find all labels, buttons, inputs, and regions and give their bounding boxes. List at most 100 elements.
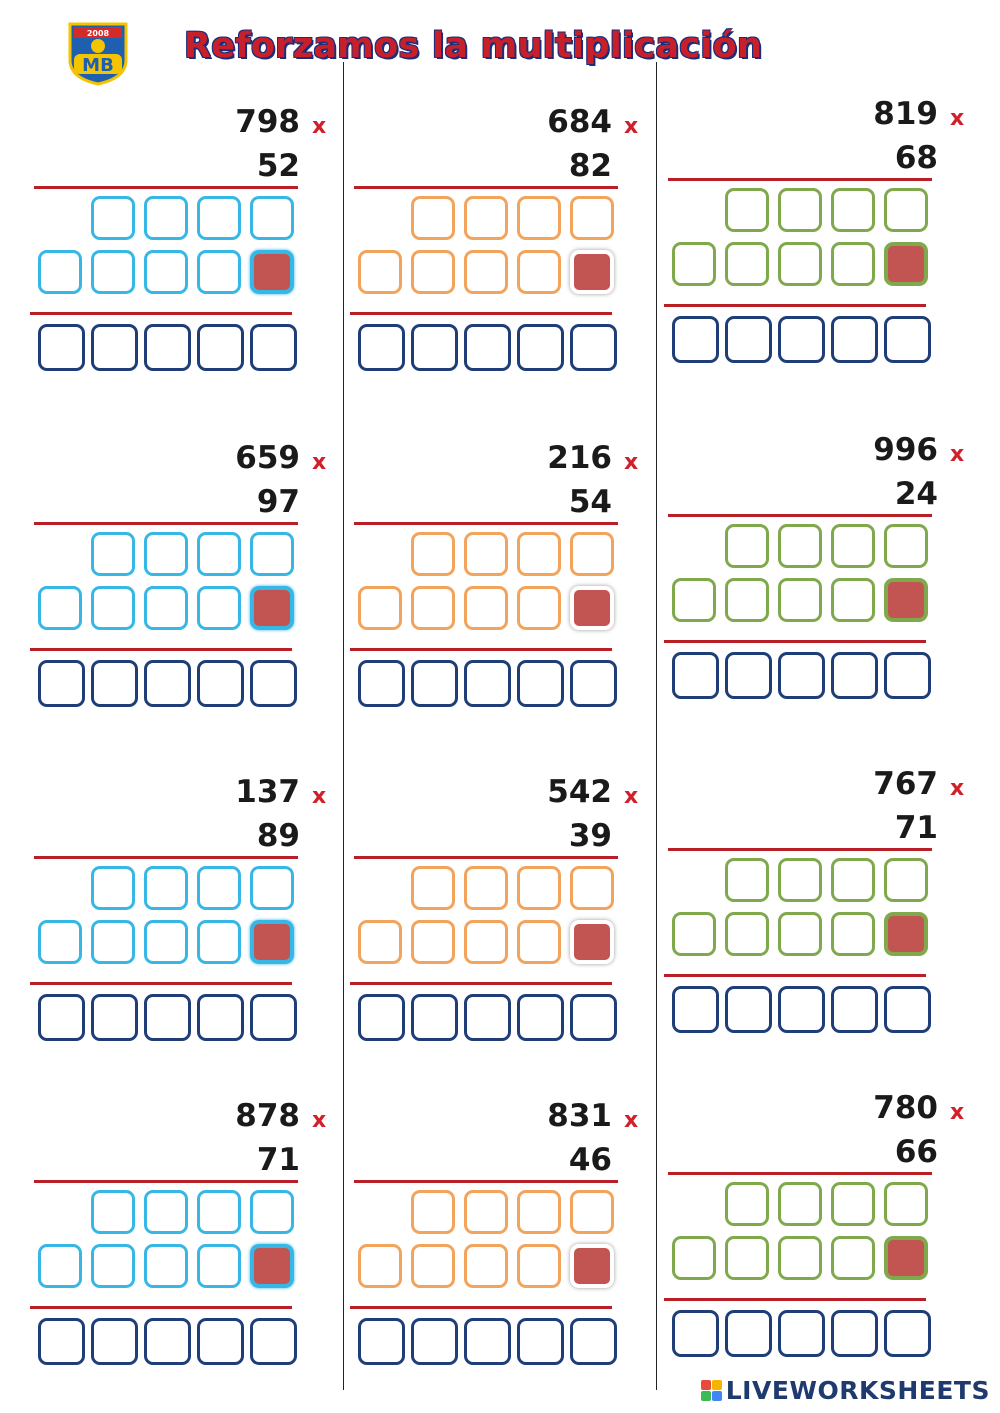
answer-cell[interactable] xyxy=(91,660,138,707)
partial-product-2-cell[interactable] xyxy=(358,250,402,294)
answer-cell[interactable] xyxy=(91,1318,138,1365)
partial-product-1-cell[interactable] xyxy=(831,524,875,568)
partial-product-1-cell[interactable] xyxy=(250,196,294,240)
partial-product-2-cell[interactable] xyxy=(725,912,769,956)
partial-product-2-cell[interactable] xyxy=(411,1244,455,1288)
answer-cell[interactable] xyxy=(144,660,191,707)
partial-product-1-cell[interactable] xyxy=(725,524,769,568)
answer-cell[interactable] xyxy=(38,994,85,1041)
partial-product-1-cell[interactable] xyxy=(197,532,241,576)
answer-cell[interactable] xyxy=(517,1318,564,1365)
partial-product-1-cell[interactable] xyxy=(884,524,928,568)
answer-cell[interactable] xyxy=(884,652,931,699)
partial-product-2-cell[interactable] xyxy=(91,920,135,964)
answer-cell[interactable] xyxy=(570,660,617,707)
partial-product-2-cell[interactable] xyxy=(672,1236,716,1280)
answer-cell[interactable] xyxy=(464,994,511,1041)
partial-product-1-cell[interactable] xyxy=(91,196,135,240)
partial-product-2-cell[interactable] xyxy=(38,1244,82,1288)
answer-cell[interactable] xyxy=(831,652,878,699)
partial-product-2-cell[interactable] xyxy=(464,250,508,294)
partial-product-2-cell[interactable] xyxy=(464,920,508,964)
partial-product-1-cell[interactable] xyxy=(778,188,822,232)
answer-cell[interactable] xyxy=(358,324,405,371)
partial-product-2-cell[interactable] xyxy=(144,586,188,630)
answer-cell[interactable] xyxy=(778,1310,825,1357)
answer-cell[interactable] xyxy=(570,1318,617,1365)
answer-cell[interactable] xyxy=(197,660,244,707)
partial-product-1-cell[interactable] xyxy=(411,1190,455,1234)
partial-product-2-cell[interactable] xyxy=(38,250,82,294)
partial-product-1-cell[interactable] xyxy=(250,532,294,576)
answer-cell[interactable] xyxy=(197,1318,244,1365)
partial-product-1-cell[interactable] xyxy=(464,1190,508,1234)
answer-cell[interactable] xyxy=(358,660,405,707)
answer-cell[interactable] xyxy=(411,660,458,707)
partial-product-2-cell[interactable] xyxy=(358,1244,402,1288)
partial-product-1-cell[interactable] xyxy=(144,1190,188,1234)
partial-product-1-cell[interactable] xyxy=(464,196,508,240)
partial-product-1-cell[interactable] xyxy=(725,1182,769,1226)
partial-product-2-cell[interactable] xyxy=(517,250,561,294)
answer-cell[interactable] xyxy=(884,1310,931,1357)
partial-product-2-cell[interactable] xyxy=(831,1236,875,1280)
answer-cell[interactable] xyxy=(464,324,511,371)
partial-product-2-cell[interactable] xyxy=(197,1244,241,1288)
partial-product-1-cell[interactable] xyxy=(778,1182,822,1226)
partial-product-1-cell[interactable] xyxy=(831,858,875,902)
answer-cell[interactable] xyxy=(778,316,825,363)
answer-cell[interactable] xyxy=(672,986,719,1033)
partial-product-1-cell[interactable] xyxy=(517,1190,561,1234)
partial-product-2-cell[interactable] xyxy=(411,250,455,294)
answer-cell[interactable] xyxy=(672,652,719,699)
answer-cell[interactable] xyxy=(831,1310,878,1357)
answer-cell[interactable] xyxy=(672,1310,719,1357)
partial-product-2-cell[interactable] xyxy=(197,920,241,964)
partial-product-1-cell[interactable] xyxy=(831,188,875,232)
answer-cell[interactable] xyxy=(464,660,511,707)
partial-product-2-cell[interactable] xyxy=(464,1244,508,1288)
partial-product-2-cell[interactable] xyxy=(778,242,822,286)
partial-product-1-cell[interactable] xyxy=(570,196,614,240)
partial-product-2-cell[interactable] xyxy=(725,1236,769,1280)
partial-product-1-cell[interactable] xyxy=(725,188,769,232)
partial-product-2-cell[interactable] xyxy=(725,578,769,622)
answer-cell[interactable] xyxy=(570,994,617,1041)
answer-cell[interactable] xyxy=(517,660,564,707)
answer-cell[interactable] xyxy=(831,986,878,1033)
answer-cell[interactable] xyxy=(411,324,458,371)
partial-product-1-cell[interactable] xyxy=(197,196,241,240)
answer-cell[interactable] xyxy=(725,316,772,363)
partial-product-1-cell[interactable] xyxy=(197,1190,241,1234)
partial-product-1-cell[interactable] xyxy=(411,866,455,910)
partial-product-2-cell[interactable] xyxy=(38,920,82,964)
partial-product-2-cell[interactable] xyxy=(831,578,875,622)
answer-cell[interactable] xyxy=(725,652,772,699)
partial-product-1-cell[interactable] xyxy=(250,866,294,910)
partial-product-2-cell[interactable] xyxy=(778,578,822,622)
partial-product-1-cell[interactable] xyxy=(570,866,614,910)
partial-product-2-cell[interactable] xyxy=(411,920,455,964)
answer-cell[interactable] xyxy=(250,1318,297,1365)
partial-product-1-cell[interactable] xyxy=(144,196,188,240)
partial-product-1-cell[interactable] xyxy=(197,866,241,910)
answer-cell[interactable] xyxy=(144,1318,191,1365)
partial-product-1-cell[interactable] xyxy=(91,866,135,910)
answer-cell[interactable] xyxy=(411,994,458,1041)
partial-product-2-cell[interactable] xyxy=(464,586,508,630)
answer-cell[interactable] xyxy=(570,324,617,371)
partial-product-2-cell[interactable] xyxy=(91,1244,135,1288)
partial-product-1-cell[interactable] xyxy=(570,1190,614,1234)
partial-product-2-cell[interactable] xyxy=(358,586,402,630)
partial-product-2-cell[interactable] xyxy=(672,578,716,622)
answer-cell[interactable] xyxy=(91,324,138,371)
answer-cell[interactable] xyxy=(38,1318,85,1365)
answer-cell[interactable] xyxy=(358,1318,405,1365)
answer-cell[interactable] xyxy=(464,1318,511,1365)
partial-product-1-cell[interactable] xyxy=(144,532,188,576)
partial-product-1-cell[interactable] xyxy=(250,1190,294,1234)
partial-product-2-cell[interactable] xyxy=(38,586,82,630)
partial-product-2-cell[interactable] xyxy=(778,1236,822,1280)
partial-product-2-cell[interactable] xyxy=(672,912,716,956)
partial-product-2-cell[interactable] xyxy=(831,912,875,956)
